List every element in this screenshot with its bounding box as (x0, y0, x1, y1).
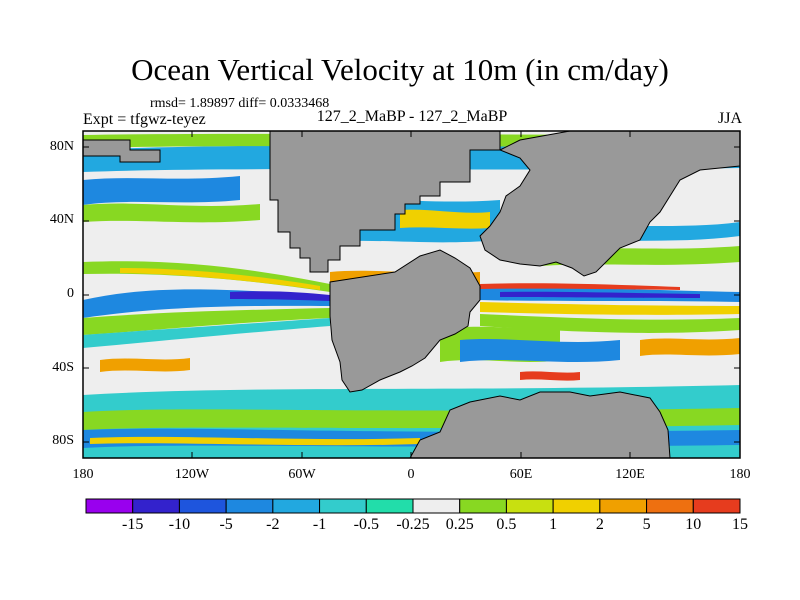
land-south-america (329, 249, 481, 393)
pacific-yellow-band (480, 302, 740, 315)
indian-pacific-strong-band (500, 291, 700, 298)
map-panel (83, 131, 740, 458)
north-atlantic-yellow (400, 209, 490, 229)
tropical-cyan-band-south (83, 318, 330, 348)
colorbar-label: 2 (595, 516, 604, 533)
south-indian-blob (460, 339, 620, 362)
lat-tick-0: 0 (67, 286, 74, 301)
orange-patch-2 (100, 358, 190, 372)
colorbar-swatch (552, 498, 601, 514)
colorbar-label: -10 (168, 516, 191, 533)
colorbar-label: 15 (732, 516, 748, 533)
lon-tick-120e: 120E (615, 467, 645, 482)
experiment-label: Expt = tfgwz-teyez (83, 111, 206, 128)
colorbar-label: 5 (642, 516, 651, 533)
colorbar-label: -5 (219, 516, 233, 533)
colorbar-label: 1 (549, 516, 558, 533)
colorbar-swatch (646, 498, 694, 514)
colorbar-label: 10 (685, 516, 702, 533)
colorbar-swatch (225, 498, 274, 514)
colorbar-label: -2 (266, 516, 280, 533)
north-pacific-west-blob (83, 176, 240, 205)
land-alaska (83, 139, 161, 163)
colorbar-swatch (132, 498, 180, 514)
lat-tick-80s: 80S (52, 433, 74, 448)
colorbar-swatch (272, 498, 321, 514)
axis-ticks (82, 131, 741, 458)
lon-tick-180w: 180 (72, 467, 94, 482)
colorbar (85, 498, 741, 514)
tropical-green-band-south (83, 308, 330, 335)
colorbar-swatch (599, 498, 648, 514)
colorbar-swatch (365, 498, 414, 514)
tropical-yellow-band-north (120, 268, 320, 290)
colorbar-label: -1 (312, 516, 327, 533)
southern-ocean-yellow (90, 436, 420, 446)
lon-tick-0: 0 (407, 467, 415, 482)
colorbar-swatch (85, 498, 134, 514)
colorbar-label: -0.25 (396, 516, 430, 533)
colorbar-label: 0.5 (496, 516, 517, 533)
colorbar-swatch (178, 498, 227, 514)
west-pacific-red-band (480, 283, 680, 290)
lat-tick-40n: 40N (49, 212, 74, 227)
colorbar-swatch (412, 498, 461, 514)
colorbar-swatch (459, 498, 507, 514)
lon-tick-180e: 180 (729, 467, 751, 482)
north-pacific-west-green (83, 203, 260, 223)
land-north-america-greenland (269, 131, 501, 273)
lon-tick-60e: 60E (509, 467, 533, 482)
colorbar-label: -0.5 (353, 516, 379, 533)
lon-tick-60w: 60W (288, 467, 316, 482)
land-eurasia-africa (479, 131, 740, 277)
lat-tick-40s: 40S (52, 360, 74, 375)
stats-label: rmsd= 1.89897 diff= 0.0333468 (150, 96, 330, 111)
lat-tick-80n: 80N (49, 139, 74, 154)
colorbar-swatch (692, 498, 741, 514)
colorbar-swatch (319, 498, 367, 514)
lon-tick-120w: 120W (174, 467, 210, 482)
colorbar-label: 0.25 (445, 516, 474, 533)
season-label: JJA (717, 110, 742, 127)
south-indian-red (520, 371, 580, 381)
land-antarctica (409, 391, 671, 458)
plot-title: Ocean Vertical Velocity at 10m (in cm/da… (131, 52, 669, 87)
equatorial-strong-band (230, 291, 330, 301)
orange-patch-1 (640, 338, 740, 356)
runs-label: 127_2_MaBP - 127_2_MaBP (316, 108, 508, 125)
colorbar-label: -15 (122, 516, 144, 533)
land-masses (83, 131, 740, 458)
colorbar-swatch (505, 498, 554, 514)
